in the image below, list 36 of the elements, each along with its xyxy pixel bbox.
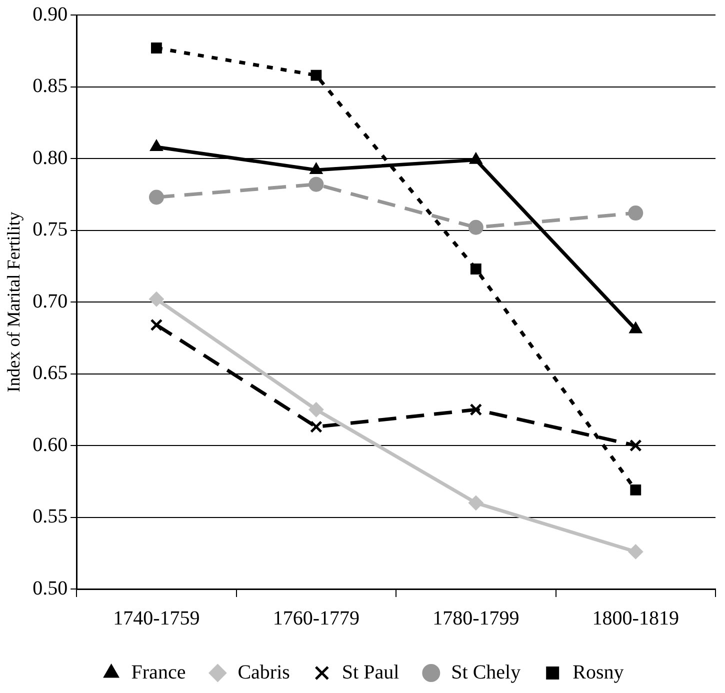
point	[468, 495, 484, 510]
point	[308, 176, 324, 192]
x-tick-label: 1740-1759	[113, 607, 200, 630]
y-tick-label: 0.70	[32, 290, 68, 312]
point	[310, 70, 322, 81]
point	[151, 42, 162, 54]
point	[150, 318, 163, 332]
legend-label: St Chely	[451, 661, 521, 684]
point	[148, 292, 164, 307]
point	[148, 190, 164, 205]
x-tick-label: 1760-1779	[272, 607, 360, 630]
x-tick-label: 1800-1819	[592, 607, 679, 630]
y-tick-label: 0.80	[32, 146, 68, 169]
point	[630, 484, 642, 496]
legend-label: Rosny	[572, 661, 624, 684]
point	[468, 220, 484, 235]
legend-label: France	[131, 661, 186, 684]
y-tick-label: 0.85	[32, 75, 68, 97]
point	[470, 264, 482, 274]
y-tick-label: 0.75	[32, 218, 68, 240]
x-tick-label: 1780-1799	[432, 607, 520, 630]
point	[310, 420, 322, 434]
y-tick-label: 0.55	[32, 506, 68, 528]
y-axis-title: Index of Marital Fertility	[4, 212, 24, 392]
legend-label: St Paul	[342, 661, 400, 684]
y-tick-label: 0.50	[32, 577, 68, 600]
point	[470, 403, 482, 416]
point	[150, 140, 164, 152]
point	[308, 402, 324, 418]
point	[628, 544, 644, 560]
point	[628, 206, 644, 221]
y-tick-label: 0.65	[32, 362, 68, 384]
legend-label: Cabris	[238, 661, 290, 684]
y-tick-label: 0.60	[32, 434, 68, 456]
y-tick-label: 0.90	[32, 3, 68, 26]
point	[629, 439, 642, 452]
